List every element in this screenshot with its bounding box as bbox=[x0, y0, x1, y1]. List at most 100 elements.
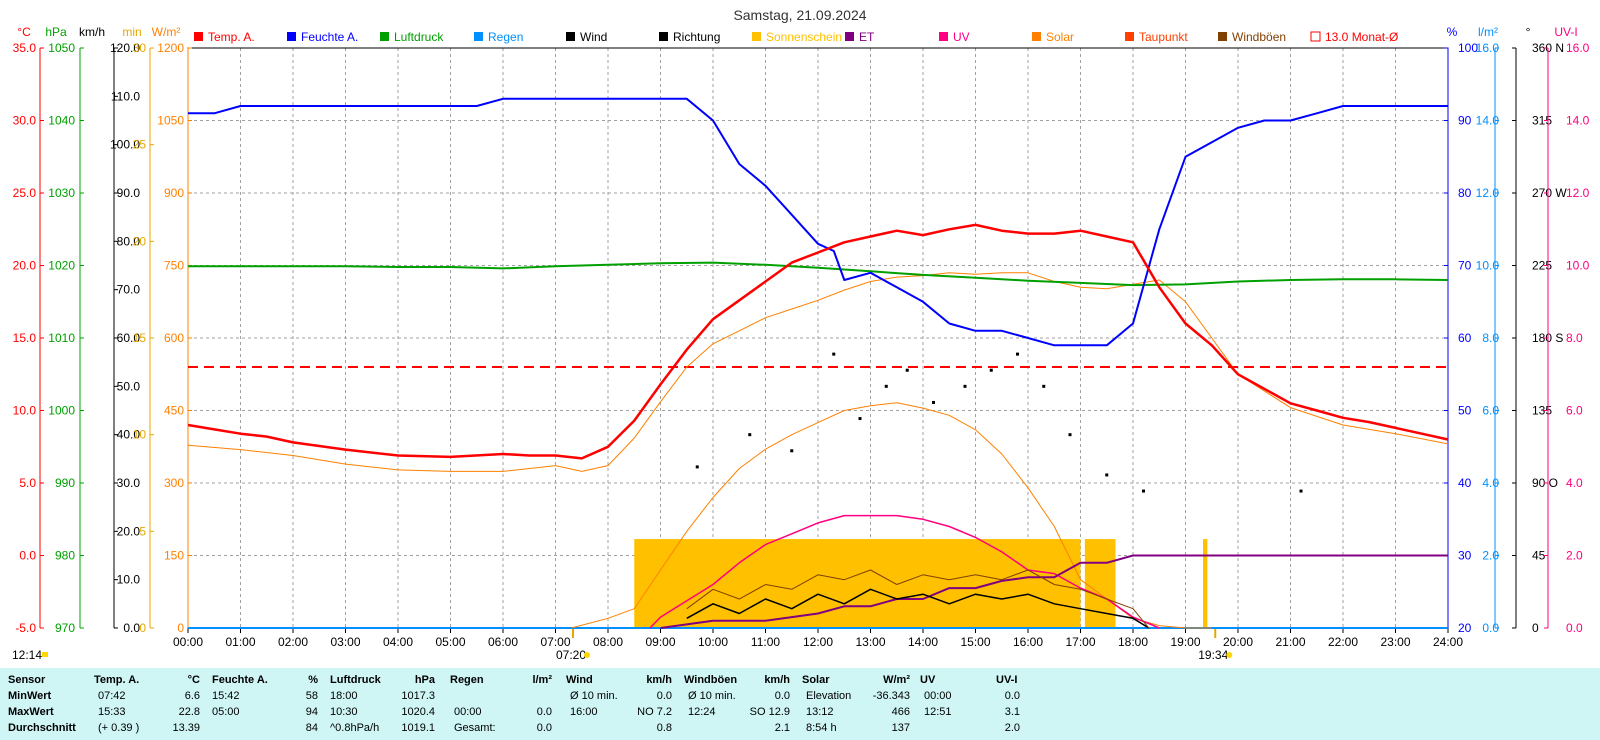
x-tick-label: 09:00 bbox=[645, 635, 675, 649]
x-tick-label: 15:00 bbox=[960, 635, 990, 649]
table-header-humidity: Feuchte A. bbox=[212, 674, 268, 686]
y-tick-label: 4.0 bbox=[1566, 476, 1583, 490]
y-tick-label: 15.0 bbox=[13, 331, 37, 345]
table-cell: 15:33 bbox=[98, 706, 126, 718]
table-cell: 00:00 bbox=[924, 690, 952, 702]
wind-direction-point bbox=[932, 400, 935, 404]
legend-label: UV bbox=[953, 30, 970, 44]
statistics-table: Sensor Temp. A. °C Feuchte A.% Luftdruck hPa R… bbox=[0, 668, 1600, 740]
y-tick-label: 60 bbox=[1458, 331, 1472, 345]
y-tick-label: 120.0 bbox=[110, 41, 140, 55]
legend-swatch bbox=[380, 32, 389, 41]
y-tick-label: 35.0 bbox=[13, 41, 37, 55]
series-line-uv bbox=[649, 514, 1160, 629]
y-tick-label: 1200 bbox=[157, 41, 184, 55]
y-tick-label: 270 W bbox=[1532, 186, 1567, 200]
table-cell: 10:30 bbox=[330, 706, 358, 718]
y-tick-label: 20 bbox=[1458, 621, 1472, 635]
sunrise-label: 07:20 bbox=[556, 648, 586, 662]
table-cell: 18:00 bbox=[330, 690, 358, 702]
table-header-sensor: Sensor bbox=[8, 674, 46, 686]
left-time-marker: 12:14 bbox=[12, 648, 42, 662]
y-tick-label: 4.0 bbox=[1482, 476, 1499, 490]
table-row-label: MaxWert bbox=[8, 706, 54, 718]
x-tick-label: 04:00 bbox=[383, 635, 413, 649]
y-tick-label: 16.0 bbox=[1566, 41, 1590, 55]
table-header-uv: UV bbox=[920, 674, 936, 686]
table-cell: 84 bbox=[305, 722, 318, 734]
y-tick-label: 0 bbox=[177, 621, 184, 635]
y-axis-unit: hPa bbox=[45, 25, 67, 39]
y-tick-label: 14.0 bbox=[1566, 114, 1590, 128]
legend-label: Luftdruck bbox=[394, 30, 444, 44]
table-cell: SO 12.9 bbox=[749, 706, 790, 718]
table-header-temp: Temp. A. bbox=[94, 674, 140, 686]
x-tick-label: 17:00 bbox=[1065, 635, 1095, 649]
y-tick-label: 90 bbox=[1458, 114, 1472, 128]
y-tick-label: 15 bbox=[133, 331, 147, 345]
y-tick-label: 110.0 bbox=[111, 89, 140, 103]
y-tick-label: 80.0 bbox=[117, 234, 141, 248]
wind-direction-point bbox=[1105, 473, 1109, 477]
y-axis-unit: % bbox=[1447, 25, 1458, 39]
x-tick-label: 16:00 bbox=[1013, 635, 1043, 649]
series-line-feuchte-a- bbox=[188, 97, 1448, 347]
y-tick-label: 900 bbox=[164, 186, 184, 200]
y-tick-label: 10.0 bbox=[1476, 259, 1500, 273]
y-tick-label: 30.0 bbox=[117, 476, 141, 490]
chart-title: Samstag, 21.09.2024 bbox=[733, 7, 866, 23]
table-cell: 1017.3 bbox=[401, 690, 435, 702]
y-axis-unit: ° bbox=[1526, 25, 1531, 39]
wind-direction-point bbox=[1299, 489, 1303, 493]
y-tick-label: 750 bbox=[164, 259, 184, 273]
legend-swatch bbox=[659, 32, 668, 41]
table-cell: 0.8 bbox=[656, 722, 672, 734]
legend-swatch bbox=[939, 32, 948, 41]
table-header-wind: Wind bbox=[566, 674, 593, 686]
legend-label: Richtung bbox=[673, 30, 720, 44]
x-tick-label: 02:00 bbox=[278, 635, 308, 649]
table-cell: 137 bbox=[891, 722, 910, 734]
y-tick-label: 135 bbox=[1532, 404, 1552, 418]
legend-label: ET bbox=[859, 30, 875, 44]
y-tick-label: 315 bbox=[1532, 114, 1552, 128]
wind-direction-point bbox=[790, 449, 794, 453]
table-cell: ^0.8hPa/h bbox=[330, 722, 380, 734]
table-cell: 00:00 bbox=[454, 706, 482, 718]
x-tick-label: 24:00 bbox=[1433, 635, 1463, 649]
table-cell: 1020.4 bbox=[401, 706, 435, 718]
sunset-label: 19:34 bbox=[1198, 648, 1228, 662]
legend-swatch bbox=[1032, 32, 1041, 41]
x-tick-label: 01:00 bbox=[225, 635, 255, 649]
table-header-pressure: Luftdruck bbox=[330, 674, 381, 686]
y-tick-label: 30.0 bbox=[13, 114, 37, 128]
y-tick-label: 300 bbox=[164, 476, 184, 490]
x-tick-label: 03:00 bbox=[330, 635, 360, 649]
x-tick-label: 13:00 bbox=[855, 635, 885, 649]
table-cell: 0.0 bbox=[536, 722, 552, 734]
y-tick-label: 25.0 bbox=[13, 186, 37, 200]
y-tick-label: 990 bbox=[55, 476, 75, 490]
series-line-luftdruck bbox=[188, 261, 1449, 287]
table-header-gust: Windböen bbox=[684, 674, 738, 686]
y-tick-label: 1050 bbox=[157, 114, 184, 128]
table-cell: (+ 0.39 ) bbox=[98, 722, 140, 734]
table-cell: Ø 10 min. bbox=[688, 690, 736, 702]
table-cell: 05:00 bbox=[212, 706, 240, 718]
y-tick-label: 0 bbox=[139, 621, 146, 635]
table-cell: 0.0 bbox=[774, 690, 790, 702]
legend-swatch bbox=[845, 32, 854, 41]
table-cell: 94 bbox=[305, 706, 318, 718]
table-header-pressure-unit: hPa bbox=[414, 674, 435, 686]
table-header-gust-unit: km/h bbox=[764, 674, 790, 686]
y-tick-label: 8.0 bbox=[1566, 331, 1583, 345]
legend-label: Wind bbox=[580, 30, 607, 44]
table-cell: 2.0 bbox=[1004, 722, 1020, 734]
y-tick-label: 45 bbox=[1532, 549, 1546, 563]
table-cell: 07:42 bbox=[98, 690, 126, 702]
x-tick-label: 10:00 bbox=[698, 635, 728, 649]
y-tick-label: 1000 bbox=[48, 404, 75, 418]
x-tick-label: 08:00 bbox=[593, 635, 623, 649]
y-tick-label: 2.0 bbox=[1482, 549, 1499, 563]
table-cell: Ø 10 min. bbox=[570, 690, 618, 702]
